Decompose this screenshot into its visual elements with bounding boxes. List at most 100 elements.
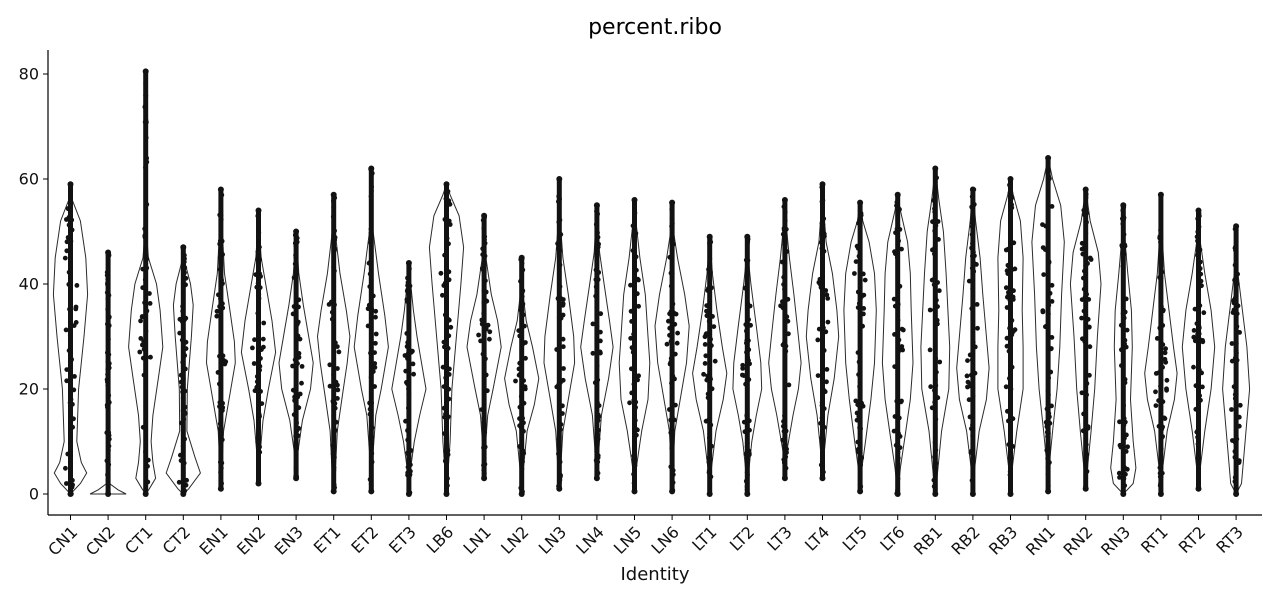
data-point — [106, 292, 112, 298]
data-point — [1121, 315, 1127, 321]
data-point — [1045, 155, 1052, 161]
data-point — [405, 340, 411, 345]
data-point — [668, 339, 674, 344]
data-point — [67, 306, 72, 312]
data-point — [1235, 303, 1241, 309]
data-point — [705, 391, 711, 397]
data-point — [403, 368, 409, 374]
data-point — [444, 236, 450, 241]
data-point — [558, 232, 564, 237]
data-point — [594, 459, 600, 465]
data-point — [446, 396, 452, 402]
data-point — [1160, 434, 1165, 439]
data-point — [257, 444, 262, 450]
data-point — [818, 462, 824, 468]
data-point — [253, 272, 259, 277]
data-point — [1085, 261, 1090, 266]
data-point — [669, 373, 675, 379]
data-point — [256, 230, 262, 235]
data-point — [445, 476, 450, 481]
data-point — [899, 246, 904, 252]
data-point — [223, 359, 229, 365]
y-axis: 0 20 40 60 80 — [19, 50, 49, 515]
data-point — [442, 344, 447, 350]
data-point — [405, 471, 411, 476]
data-point — [1120, 202, 1127, 209]
data-point — [74, 283, 80, 288]
data-point — [67, 491, 74, 497]
data-point — [179, 337, 185, 343]
data-point — [594, 323, 600, 329]
data-point — [330, 488, 337, 495]
data-point — [183, 346, 189, 351]
data-point — [367, 284, 373, 289]
data-point — [106, 323, 112, 329]
data-point — [257, 367, 262, 373]
data-point — [937, 359, 943, 365]
data-point — [254, 384, 260, 390]
data-point — [483, 356, 488, 362]
data-point — [220, 252, 226, 257]
data-point — [405, 356, 410, 361]
data-point — [445, 452, 451, 457]
data-point — [292, 261, 298, 267]
data-point — [746, 338, 751, 343]
data-point — [1234, 311, 1240, 317]
violin-LN2 — [504, 254, 540, 497]
data-point — [1010, 416, 1016, 422]
data-point — [894, 255, 900, 260]
data-point — [1044, 406, 1050, 412]
data-point — [218, 208, 224, 214]
data-point — [628, 282, 633, 288]
data-point — [932, 228, 938, 234]
data-point — [1082, 186, 1089, 193]
data-point — [632, 478, 637, 484]
x-tick-label: RB3 — [985, 522, 1021, 558]
data-point — [1158, 227, 1163, 233]
x-tick-label: LT2 — [726, 522, 758, 554]
data-point — [1081, 212, 1087, 218]
data-point — [1231, 384, 1237, 390]
data-point — [216, 292, 221, 298]
data-point — [183, 339, 189, 345]
data-point — [816, 326, 822, 332]
data-point — [897, 207, 902, 212]
x-tick-label: LT1 — [688, 522, 720, 554]
data-point — [932, 251, 937, 257]
data-point — [781, 475, 788, 482]
data-point — [1122, 483, 1128, 488]
data-point — [1125, 444, 1130, 450]
x-tick-label: EN2 — [233, 522, 269, 558]
data-point — [1156, 398, 1161, 403]
data-point — [443, 375, 449, 381]
data-point — [1048, 369, 1054, 375]
data-point — [294, 420, 299, 426]
data-point — [861, 306, 867, 311]
data-point — [1196, 213, 1202, 219]
data-point — [369, 184, 374, 190]
data-point — [778, 303, 783, 309]
data-point — [1196, 331, 1202, 337]
data-point — [1004, 268, 1010, 274]
data-point — [332, 246, 338, 252]
data-point — [781, 282, 786, 287]
data-point — [966, 397, 972, 403]
data-point — [145, 457, 151, 463]
data-point — [293, 252, 298, 258]
data-point — [257, 363, 263, 369]
data-point — [217, 186, 224, 193]
data-point — [630, 349, 636, 355]
data-point — [62, 255, 68, 261]
data-point — [518, 485, 524, 491]
data-point — [629, 319, 634, 324]
data-point — [967, 414, 973, 420]
data-point — [1199, 283, 1204, 289]
violin-point-band — [368, 168, 374, 492]
data-point — [1040, 222, 1045, 228]
data-point — [598, 350, 603, 356]
data-point — [556, 437, 562, 442]
data-point — [854, 410, 860, 416]
data-point — [970, 422, 975, 428]
data-point — [709, 443, 714, 449]
data-point — [1197, 393, 1202, 399]
